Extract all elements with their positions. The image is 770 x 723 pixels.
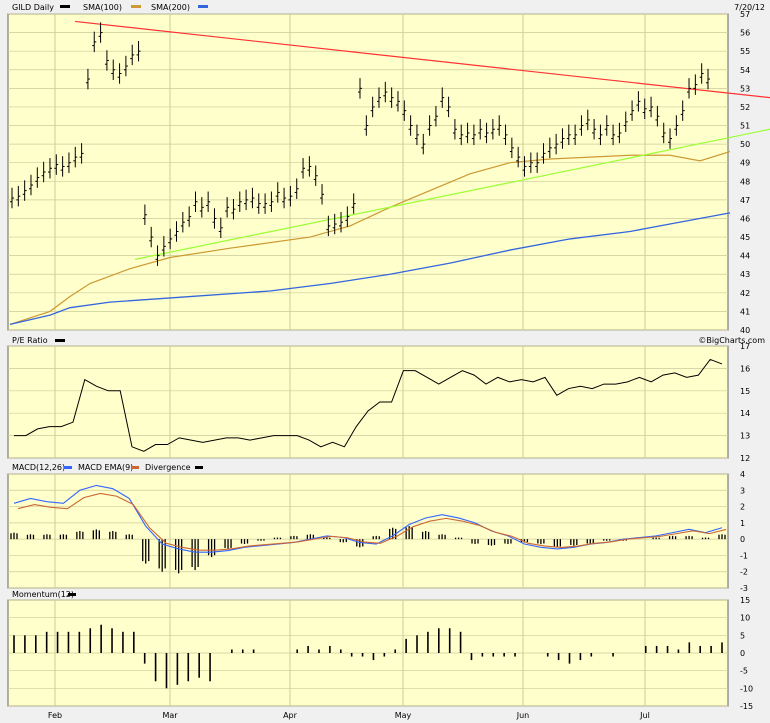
pe-ratio-line [14, 358, 723, 452]
price-y-tick: 40 [740, 326, 750, 335]
macd-legend-swatch [64, 466, 72, 469]
pe-legend-swatch [55, 339, 65, 342]
momentum-label: Momentum(12) [12, 590, 74, 599]
pe-y-tick: 14 [740, 409, 750, 418]
macd-y-tick: -2 [740, 568, 748, 577]
support-trendline [134, 128, 770, 260]
x-tick-label: Jul [639, 711, 650, 720]
sma100-legend-swatch [131, 5, 141, 8]
pe-y-tick: 12 [740, 454, 750, 463]
resistance-trendline [74, 20, 770, 99]
price-y-tick: 43 [740, 270, 750, 279]
macd-ema-legend-swatch [131, 466, 139, 469]
panel-0-background [7, 13, 729, 331]
pe-y-tick: 17 [740, 342, 750, 351]
divergence-label: Divergence [145, 463, 191, 472]
pe-label: P/E Ratio [12, 336, 48, 345]
macd-y-tick: 4 [740, 470, 745, 479]
sma200-line [9, 212, 731, 326]
panel-1-background [7, 345, 729, 459]
momentum-y-tick: -15 [740, 702, 753, 711]
macd-y-tick: -1 [740, 551, 748, 560]
price-y-tick: 45 [740, 233, 750, 242]
price-y-tick: 57 [740, 10, 750, 19]
price-y-tick: 54 [740, 66, 750, 75]
momentum-y-tick: -5 [740, 667, 748, 676]
macd-y-tick: 1 [740, 519, 745, 528]
macd-y-tick: 2 [740, 503, 745, 512]
macd-label: MACD(12,26) [12, 463, 65, 472]
price-y-tick: 47 [740, 196, 750, 205]
symbol-label: GILD Daily [12, 3, 54, 12]
sma200-legend-label: SMA(200) [151, 3, 190, 12]
momentum-y-tick: 0 [740, 649, 745, 658]
x-tick-label: May [395, 711, 412, 720]
x-tick-label: Apr [283, 711, 298, 720]
price-y-tick: 51 [740, 122, 750, 131]
price-y-tick: 52 [740, 103, 750, 112]
sma200-legend-swatch [198, 5, 208, 8]
price-y-tick: 44 [740, 252, 750, 261]
price-y-tick: 55 [740, 47, 750, 56]
pe-y-tick: 15 [740, 387, 750, 396]
momentum-legend-swatch [68, 593, 76, 596]
momentum-y-tick: -10 [740, 684, 753, 693]
macd-y-tick: 3 [740, 486, 745, 495]
symbol-legend-swatch [60, 5, 70, 8]
macd-y-tick: -3 [740, 584, 748, 593]
macd-ema-line [17, 492, 727, 551]
pe-y-tick: 13 [740, 432, 750, 441]
divergence-legend-swatch [195, 466, 203, 469]
macd-y-tick: 0 [740, 535, 745, 544]
price-y-tick: 53 [740, 84, 750, 93]
price-y-tick: 48 [740, 177, 750, 186]
momentum-y-tick: 10 [740, 614, 750, 623]
price-y-tick: 42 [740, 289, 750, 298]
price-y-tick: 50 [740, 140, 750, 149]
price-y-tick: 56 [740, 29, 750, 38]
bigcharts-credit: ©BigCharts.com [698, 336, 765, 345]
momentum-y-tick: 5 [740, 631, 745, 640]
price-y-tick: 49 [740, 159, 750, 168]
pe-y-tick: 16 [740, 364, 750, 373]
momentum-y-tick: 15 [740, 596, 750, 605]
x-tick-label: Mar [162, 711, 178, 720]
panel-2-background [7, 473, 729, 589]
price-y-tick: 41 [740, 307, 750, 316]
sma100-legend-label: SMA(100) [83, 3, 122, 12]
x-tick-label: Jun [516, 711, 530, 720]
macd-ema-label: MACD EMA(9) [78, 463, 133, 472]
price-y-tick: 46 [740, 214, 750, 223]
x-tick-label: Feb [48, 711, 62, 720]
date-label: 7/20/12 [734, 3, 765, 12]
